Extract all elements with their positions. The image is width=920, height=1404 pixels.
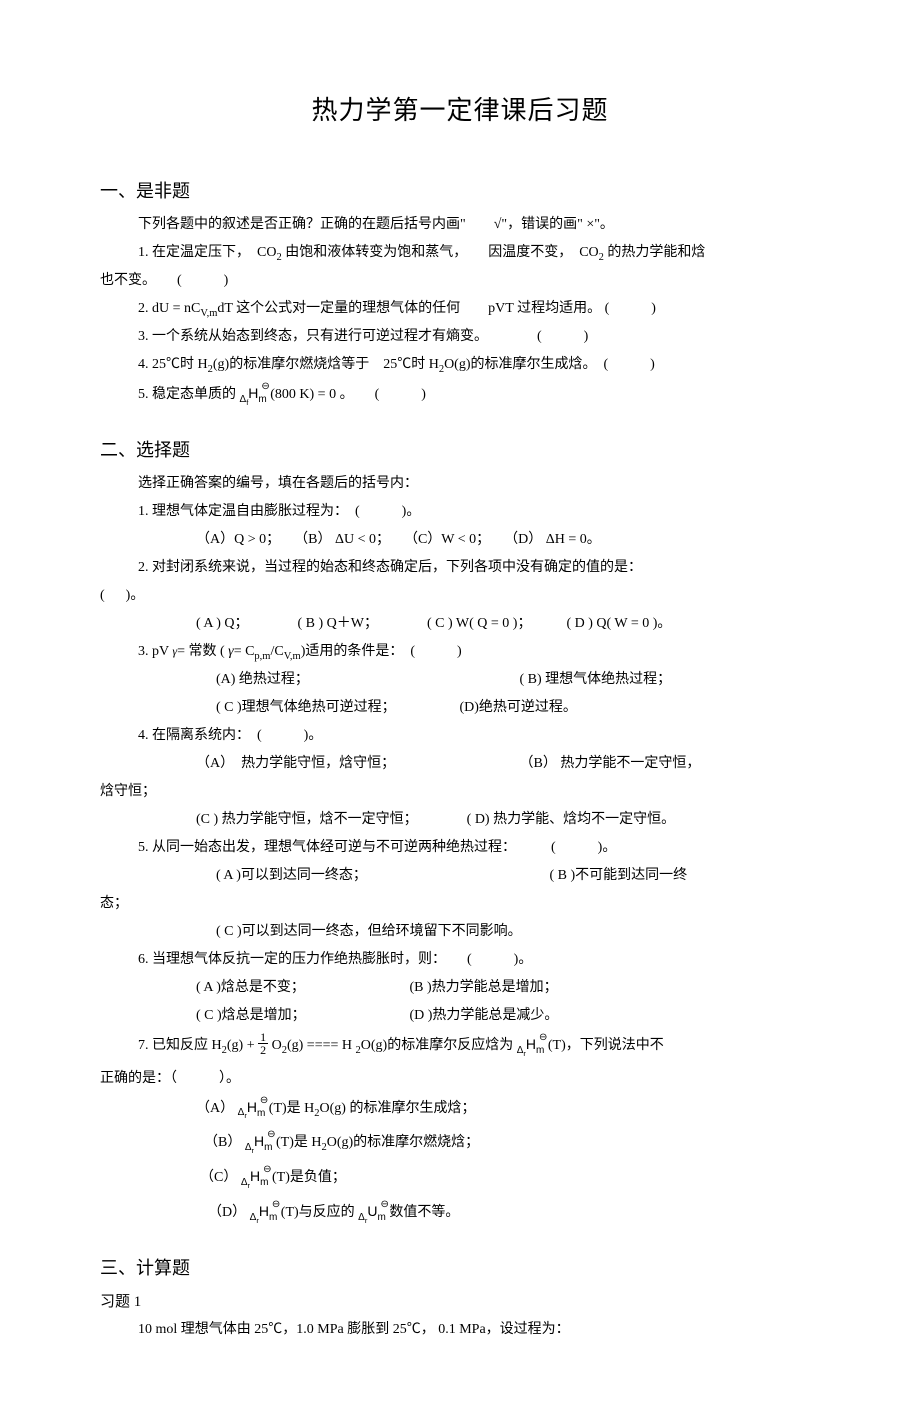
delta-r-hm-theta-icon: ΔrHm⊖ — [250, 1197, 278, 1232]
s2-q5-optB: ( B )不可能到达同一终 — [550, 868, 688, 883]
s2-q7-optB-2: (T)是 H — [273, 1135, 322, 1150]
s2-q7-optB-1: （B） — [204, 1135, 245, 1150]
s2-q5: 5. 从同一始态出发，理想气体经可逆与不可逆两种绝热过程： ( )。 — [100, 834, 820, 862]
s2-q6-optD: (D )热力学能总是减少。 — [410, 1008, 559, 1023]
delta-r-hm-theta-icon: ΔrHm⊖ — [241, 1162, 269, 1197]
s2-q1: 1. 理想气体定温自由膨胀过程为： ( )。 — [100, 498, 820, 526]
section1-intro: 下列各题中的叙述是否正确？正确的在题后括号内画" √"，错误的画" ×"。 — [100, 211, 820, 239]
delta-r-um-theta-icon: ΔrUm⊖ — [358, 1197, 386, 1232]
s2-q4: 4. 在隔离系统内： ( )。 — [100, 722, 820, 750]
s2-q7-b: (g) + — [227, 1038, 258, 1053]
s2-q7-optA-3: O(g) 的标准摩尔生成焓； — [320, 1101, 476, 1116]
section1-heading: 一、是非题 — [100, 177, 820, 203]
s2-q3-optD: (D)绝热可逆过程。 — [460, 700, 577, 715]
s2-q2-line2: ( )。 — [100, 582, 820, 610]
s2-q4-optA: （A） 热力学能守恒，焓守恒； — [196, 750, 516, 778]
s2-q7-a: 7. 已知反应 H — [138, 1038, 222, 1053]
s2-q6-opts-row1: ( A )焓总是不变； (B )热力学能总是增加； — [100, 974, 820, 1002]
s1-q1-text-c: 的热力学能和焓 — [604, 245, 706, 260]
fraction-half-icon: 12 — [258, 1031, 268, 1056]
s1-q4-c: O(g)的标准摩尔生成焓。 ( ) — [444, 357, 655, 372]
s1-q4-b: (g)的标准摩尔燃烧焓等于 25℃时 H — [213, 357, 439, 372]
s2-q7-e: O(g)的标准摩尔反应焓为 — [361, 1038, 517, 1053]
s1-q2: 2. dU = nCV,mdT 这个公式对一定量的理想气体的任何 pVT 过程均… — [100, 295, 820, 323]
section2-heading: 二、选择题 — [100, 436, 820, 462]
s2-q7-optD: （D） ΔrHm⊖ (T)与反应的 ΔrUm⊖ 数值不等。 — [100, 1197, 820, 1232]
s2-q2-opts: ( A ) Q； ( B ) Q＋W； ( C ) W( Q = 0 )； ( … — [100, 610, 820, 638]
s1-q4-a: 4. 25℃时 H — [138, 357, 208, 372]
s2-q7-optD-2: (T)与反应的 — [277, 1205, 358, 1220]
s2-q7-d: (g) ==== H — [287, 1038, 356, 1053]
s2-q7-optD-3: 数值不等。 — [386, 1205, 460, 1220]
s1-q5-b: (800 K) = 0 。 ( ) — [267, 387, 426, 402]
s2-q3-a: 3. pV — [138, 644, 172, 659]
s2-q5-optA: ( A )可以到达同一终态； — [216, 862, 546, 890]
delta-f-hm-theta-icon: ΔfHm⊖ — [240, 379, 267, 414]
s1-q4: 4. 25℃时 H2(g)的标准摩尔燃烧焓等于 25℃时 H2O(g)的标准摩尔… — [100, 351, 820, 379]
s1-q1-line1: 1. 在定温定压下， CO2 由饱和液体转变为饱和蒸气， 因温度不变， CO2 … — [100, 239, 820, 267]
s2-q4-line3: 焓守恒； — [100, 778, 820, 806]
gamma-exponent-icon: γ — [172, 637, 177, 665]
s1-q2-text: 2. dU = nCV,mdT 这个公式对一定量的理想气体的任何 pVT 过程均… — [138, 301, 656, 316]
s2-q3-b: = 常数 ( — [177, 644, 228, 659]
s2-q6-optA: ( A )焓总是不变； — [196, 974, 406, 1002]
s2-q5-optC: ( C )可以到达同一终态，但给环境留下不同影响。 — [100, 918, 820, 946]
s1-q1-line2: 也不变。 ( ) — [100, 267, 820, 295]
s2-q6-opts-row2: ( C )焓总是增加； (D )热力学能总是减少。 — [100, 1002, 820, 1030]
s2-q7-optC: （C） ΔrHm⊖ (T)是负值； — [100, 1162, 820, 1197]
page: 热力学第一定律课后习题 一、是非题 下列各题中的叙述是否正确？正确的在题后括号内… — [0, 0, 920, 1404]
s2-q5-opts-row1: ( A )可以到达同一终态； ( B )不可能到达同一终 — [100, 862, 820, 890]
s2-q7-optA: （A） ΔrHm⊖ (T)是 H2O(g) 的标准摩尔生成焓； — [100, 1093, 820, 1128]
s2-q7-c: O — [268, 1038, 282, 1053]
s2-q4-opts-row2: (C ) 热力学能守恒，焓不一定守恒； ( D) 热力学能、焓均不一定守恒。 — [100, 806, 820, 834]
s2-q3-opts-row1: (A) 绝热过程； ( B) 理想气体绝热过程； — [100, 666, 820, 694]
s2-q4-optB: （B） 热力学能不一定守恒， — [520, 756, 701, 771]
section2-intro: 选择正确答案的编号，填在各题后的括号内： — [100, 470, 820, 498]
s2-q7-optC-2: (T)是负值； — [269, 1170, 346, 1185]
s2-q7-optB: （B） ΔrHm⊖ (T)是 H2O(g)的标准摩尔燃烧焓； — [100, 1127, 820, 1162]
s2-q7-optA-1: （A） — [196, 1101, 238, 1116]
s2-q2-line1: 2. 对封闭系统来说，当过程的始态和终态确定后，下列各项中没有确定的值的是： — [100, 554, 820, 582]
s1-q5: 5. 稳定态单质的 ΔfHm⊖ (800 K) = 0 。 ( ) — [100, 379, 820, 414]
s2-q7-f: (T)，下列说法中不 — [544, 1038, 663, 1053]
s2-q7-line1: 7. 已知反应 H2(g) + 12 O2(g) ==== H 2O(g)的标准… — [100, 1030, 820, 1065]
s2-q3: 3. pV γ= 常数 ( γ= Cp,m/CV,m)适用的条件是： ( ) — [100, 638, 820, 666]
exercise-1-text: 10 mol 理想气体由 25℃，1.0 MPa 膨胀到 25℃， 0.1 MP… — [100, 1316, 820, 1344]
s2-q3-optB: ( B) 理想气体绝热过程； — [520, 672, 672, 687]
s2-q7-optC-1: （C） — [200, 1170, 241, 1185]
section3-heading: 三、计算题 — [100, 1254, 820, 1280]
s2-q6: 6. 当理想气体反抗一定的压力作绝热膨胀时，则： ( )。 — [100, 946, 820, 974]
s2-q4-opts-row1: （A） 热力学能守恒，焓守恒； （B） 热力学能不一定守恒， — [100, 750, 820, 778]
s2-q7-optD-1: （D） — [208, 1205, 250, 1220]
exercise-1-label: 习题 1 — [100, 1288, 820, 1316]
s2-q7-line2: 正确的是：（ ）。 — [100, 1065, 820, 1093]
s2-q6-optC: ( C )焓总是增加； — [196, 1002, 406, 1030]
s1-q5-a: 5. 稳定态单质的 — [138, 387, 240, 402]
s2-q3-opts-row2: ( C )理想气体绝热可逆过程； (D)绝热可逆过程。 — [100, 694, 820, 722]
s2-q3-text-c: = Cp,m/CV,m)适用的条件是： ( ) — [234, 644, 462, 659]
delta-r-hm-theta-icon: ΔrHm⊖ — [517, 1030, 545, 1065]
s1-q1-text-b: 由饱和液体转变为饱和蒸气， 因温度不变， CO — [282, 245, 599, 260]
s2-q7-optB-3: O(g)的标准摩尔燃烧焓； — [327, 1135, 479, 1150]
s1-q3: 3. 一个系统从始态到终态，只有进行可逆过程才有熵变。 ( ) — [100, 323, 820, 351]
page-title: 热力学第一定律课后习题 — [100, 90, 820, 127]
s2-q1-opts: （A）Q > 0； （B） ΔU < 0； （C）W < 0； （D） ΔH =… — [100, 526, 820, 554]
s2-q3-optA: (A) 绝热过程； — [216, 666, 516, 694]
s2-q7-optA-2: (T)是 H — [265, 1101, 314, 1116]
delta-r-hm-theta-icon: ΔrHm⊖ — [238, 1093, 266, 1128]
s2-q6-optB: (B )热力学能总是增加； — [410, 980, 558, 995]
s1-q1-text-a: 1. 在定温定压下， CO — [138, 245, 276, 260]
gamma-inline-icon: γ — [228, 644, 234, 659]
s2-q5-line3: 态； — [100, 890, 820, 918]
s2-q3-optC: ( C )理想气体绝热可逆过程； — [216, 694, 456, 722]
